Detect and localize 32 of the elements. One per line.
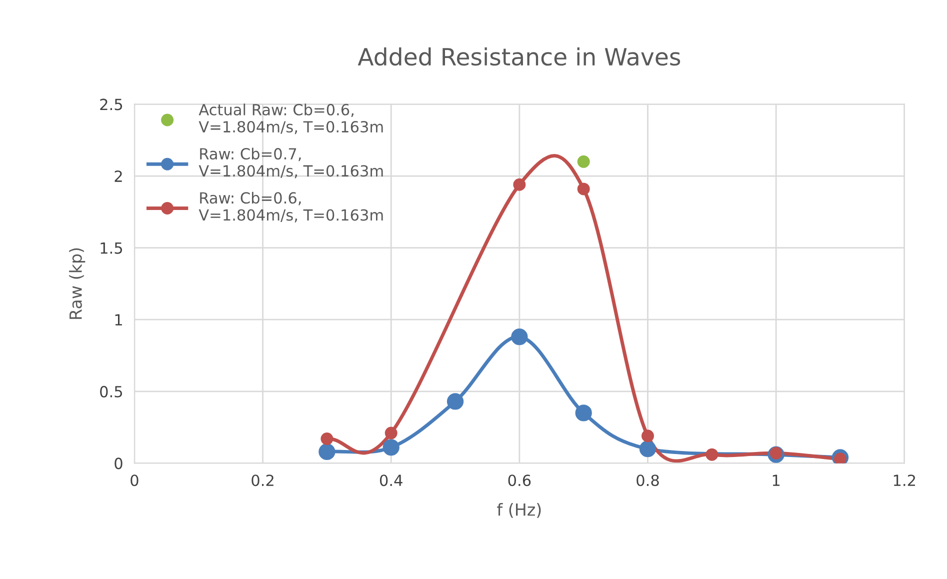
point: [577, 155, 590, 168]
point: [706, 448, 718, 461]
y-tick-label: 2.5: [100, 98, 122, 110]
y-tick-label: 2: [114, 170, 122, 182]
y-tick-label: 0: [114, 458, 122, 470]
point: [382, 439, 400, 456]
legend-label: Raw: Cb=0.7, V=1.804m/s, T=0.163m: [198, 148, 383, 178]
x-tick-label: 1: [772, 474, 780, 486]
x-tick-label: 0.6: [508, 474, 531, 486]
y-tick-label: 1.5: [100, 242, 122, 254]
point: [320, 432, 334, 446]
point: [511, 328, 528, 346]
point: [642, 430, 654, 442]
x-tick-label: 1.2: [894, 474, 916, 486]
legend-label: Raw: Cb=0.6, V=1.804m/s, T=0.163m: [198, 192, 383, 222]
point: [446, 393, 464, 410]
point: [639, 440, 656, 458]
chart-title: Added Resistance in Waves: [358, 47, 680, 66]
point: [384, 426, 398, 440]
point: [577, 182, 590, 196]
y-axis-title: Raw (kp): [69, 248, 86, 319]
x-tick-label: 0.2: [252, 474, 274, 486]
point: [575, 404, 592, 422]
point: [318, 443, 336, 460]
x-axis-title: f (Hz): [497, 502, 541, 518]
point: [513, 178, 526, 191]
x-tick-label: 0: [130, 474, 138, 486]
x-tick-label: 0.8: [636, 474, 659, 486]
y-tick-label: 0.5: [100, 386, 122, 398]
y-tick-label: 1: [115, 314, 122, 326]
x-tick-label: 0.4: [380, 474, 402, 486]
legend-label: Actual Raw: Cb=0.6, V=1.804m/s, T=0.163m: [198, 104, 383, 134]
